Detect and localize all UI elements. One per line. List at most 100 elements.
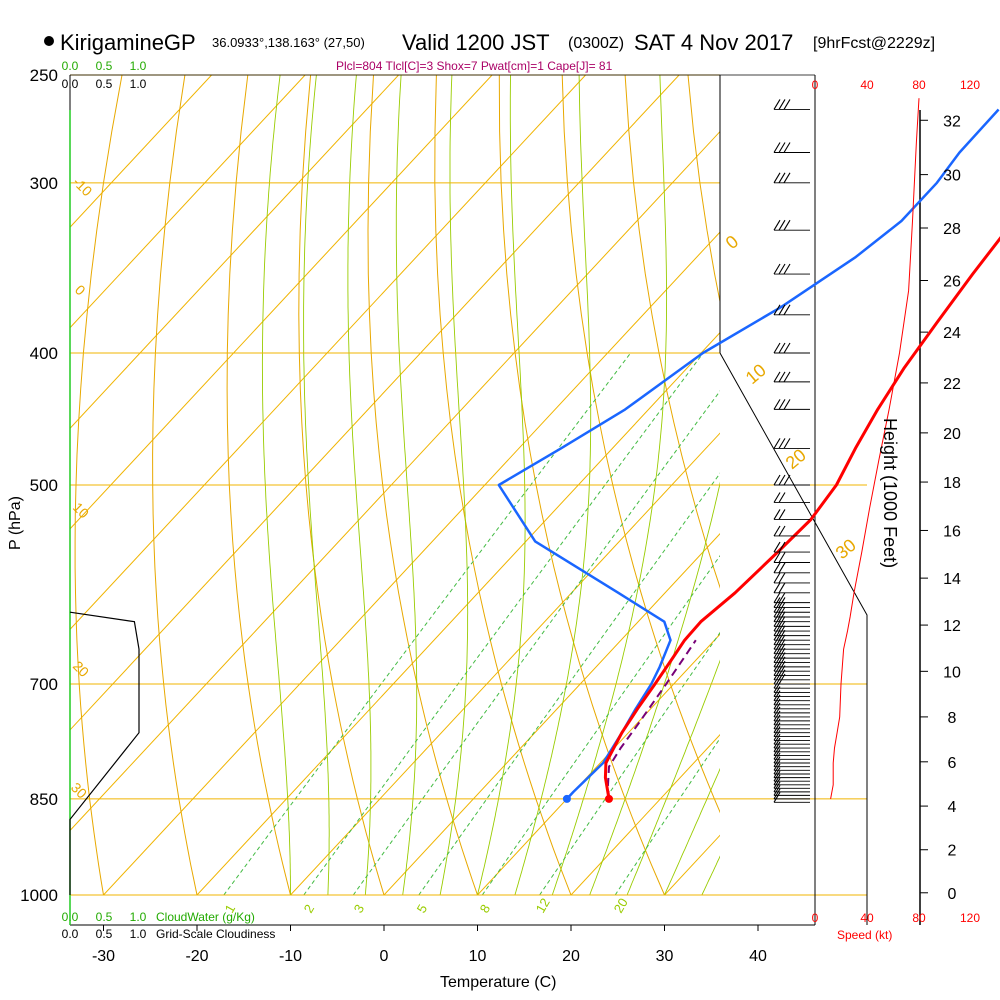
height-tick-label: 28 [943, 221, 961, 238]
y-axis-label: P (hPa) [7, 496, 24, 550]
dry-adiabat [624, 75, 720, 589]
wind-barb-feather [773, 767, 781, 778]
wind-barb-feather [773, 438, 781, 449]
wind-barb-feather [773, 785, 781, 796]
cloudwater-bottom-tick: 0.5 [96, 910, 113, 924]
wind-barb-feather [778, 371, 786, 383]
wind-barb-feather [773, 745, 781, 756]
pressure-tick-label: 500 [30, 476, 58, 495]
wind-barb-feather [778, 582, 786, 594]
speed-bottom-tick: 120 [960, 911, 980, 925]
moist-adiabat [626, 659, 720, 895]
wind-barb-feather [773, 492, 781, 503]
forecast-info: [9hrFcst@2229z] [813, 35, 935, 52]
wind-barb-feather [773, 99, 781, 110]
cloudiness-bottom-tick: 0.5 [96, 927, 113, 941]
cloudwater-bottom-tick: 1.0 [130, 910, 147, 924]
wind-barb-feather [773, 647, 781, 659]
wind-barb-feather [773, 652, 781, 663]
wind-barb-feather [778, 652, 786, 663]
surface-dewpoint-dot [562, 794, 571, 803]
temp-tick-label: -30 [92, 948, 115, 965]
cloudiness-label: Grid-Scale Cloudiness [156, 927, 275, 941]
wind-barb-feather [778, 304, 786, 316]
height-tick-label: 22 [943, 376, 961, 393]
wind-barb-feather [773, 304, 781, 316]
dry-adiabat [74, 75, 123, 895]
wind-barb-feather [783, 304, 791, 316]
wind-barb-feather [778, 562, 786, 574]
height-tick-label: 30 [943, 168, 961, 185]
temp-tick-label: 30 [656, 948, 674, 965]
profiles [497, 108, 1000, 803]
wind-barb-feather [783, 263, 791, 275]
isotherm [70, 75, 306, 329]
height-tick-label: 8 [948, 710, 957, 727]
wind-barb-feather [773, 760, 781, 771]
wind-barb-feather [773, 733, 781, 745]
temp-tick-label: 0 [380, 948, 389, 965]
wind-barb-feather [773, 562, 781, 574]
temp-tick-label: 10 [469, 948, 487, 965]
wind-barb-feather [778, 541, 786, 553]
cloudiness-top-tick: 0.5 [96, 77, 113, 91]
wind-barb-feather [773, 741, 781, 753]
mixing-ratio-line [303, 352, 704, 895]
wind-barb-feather [773, 638, 781, 650]
mixing-ratio-label: 3 [351, 902, 368, 916]
mixing-ratio-label: 5 [414, 902, 431, 916]
x-axis-label: Temperature (C) [440, 974, 556, 991]
dry-adiabat [561, 75, 720, 814]
height-tick-label: 32 [943, 113, 961, 130]
pressure-tick-label: 1000 [20, 886, 58, 905]
wind-barb-feather [778, 492, 786, 503]
wind-barb-feather [783, 474, 791, 486]
height-axis-label: Height (1000 Feet) [880, 418, 900, 568]
dry-adiabat [367, 75, 478, 895]
pressure-tick-label: 850 [30, 790, 58, 809]
cloudwater-top-tick: 0.0 [62, 59, 79, 73]
wind-barb-feather [773, 778, 781, 789]
height-tick-label: 26 [943, 274, 961, 291]
dry-adiabat-label: 0 [722, 231, 743, 253]
cloudiness-top-tick: 0.0 [62, 77, 79, 91]
pressure-tick-label: 250 [30, 66, 58, 85]
speed-top-tick: 0 [812, 78, 819, 92]
height-tick-label: 24 [943, 325, 961, 342]
mixing-ratio-label: 2 [301, 902, 318, 916]
plot-frame [69, 75, 921, 926]
wind-barb-feather [783, 172, 791, 184]
wind-barb-feather [778, 634, 786, 646]
mixing-ratio-line [481, 554, 720, 895]
wind-barb-feather [773, 726, 781, 737]
height-tick-label: 16 [943, 523, 961, 540]
cloudwater-bottom-tick: 0.0 [62, 910, 79, 924]
wind-barb-feather [773, 737, 781, 749]
wind-barb-feather [773, 774, 781, 786]
moist-adiabat [589, 481, 720, 895]
mixing-ratio-label: 12 [533, 895, 553, 915]
height-tick-label: 10 [943, 664, 961, 681]
speed-bottom-tick: 80 [912, 911, 926, 925]
moist-adiabat [347, 75, 372, 895]
mixing-ratio-line [539, 631, 720, 895]
dry-adiabat [498, 75, 665, 895]
dry-adiabat [434, 75, 572, 895]
wind-barb-feather [778, 474, 786, 486]
cloudiness-bottom-tick: 1.0 [130, 927, 147, 941]
wind-barb-feather [778, 643, 786, 654]
wind-barb-feather [778, 342, 786, 354]
mixing-ratio-label: 8 [477, 902, 494, 916]
stability-indices: Plcl=804 Tlcl[C]=3 Shox=7 Pwat[cm]=1 Cap… [336, 59, 613, 73]
moist-adiabat [395, 75, 418, 895]
wind-barb-feather [773, 752, 781, 764]
wind-barb-feather [773, 541, 781, 553]
height-tick-label: 6 [948, 755, 957, 772]
wind-speed-profile [830, 98, 920, 799]
wind-barb-feather [783, 371, 791, 383]
wind-barbs [773, 99, 810, 803]
mixing-ratio-line [352, 390, 720, 895]
mixing-ratio-line [223, 352, 631, 895]
isotherm-label: 10 [70, 499, 92, 521]
